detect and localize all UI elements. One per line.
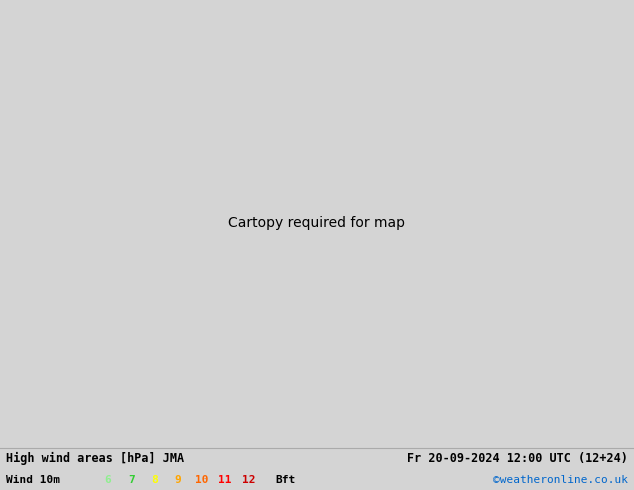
Text: ©weatheronline.co.uk: ©weatheronline.co.uk xyxy=(493,475,628,485)
Text: High wind areas [hPa] JMA: High wind areas [hPa] JMA xyxy=(6,452,184,465)
Text: 10: 10 xyxy=(195,475,209,485)
Text: 6: 6 xyxy=(105,475,111,485)
Text: 8: 8 xyxy=(152,475,158,485)
Text: Bft: Bft xyxy=(275,475,295,485)
Text: 9: 9 xyxy=(175,475,181,485)
Text: 7: 7 xyxy=(128,475,134,485)
Text: 11: 11 xyxy=(218,475,232,485)
Text: Wind 10m: Wind 10m xyxy=(6,475,60,485)
Text: Fr 20-09-2024 12:00 UTC (12+24): Fr 20-09-2024 12:00 UTC (12+24) xyxy=(407,452,628,465)
Text: Cartopy required for map: Cartopy required for map xyxy=(228,216,406,230)
Text: 12: 12 xyxy=(242,475,256,485)
